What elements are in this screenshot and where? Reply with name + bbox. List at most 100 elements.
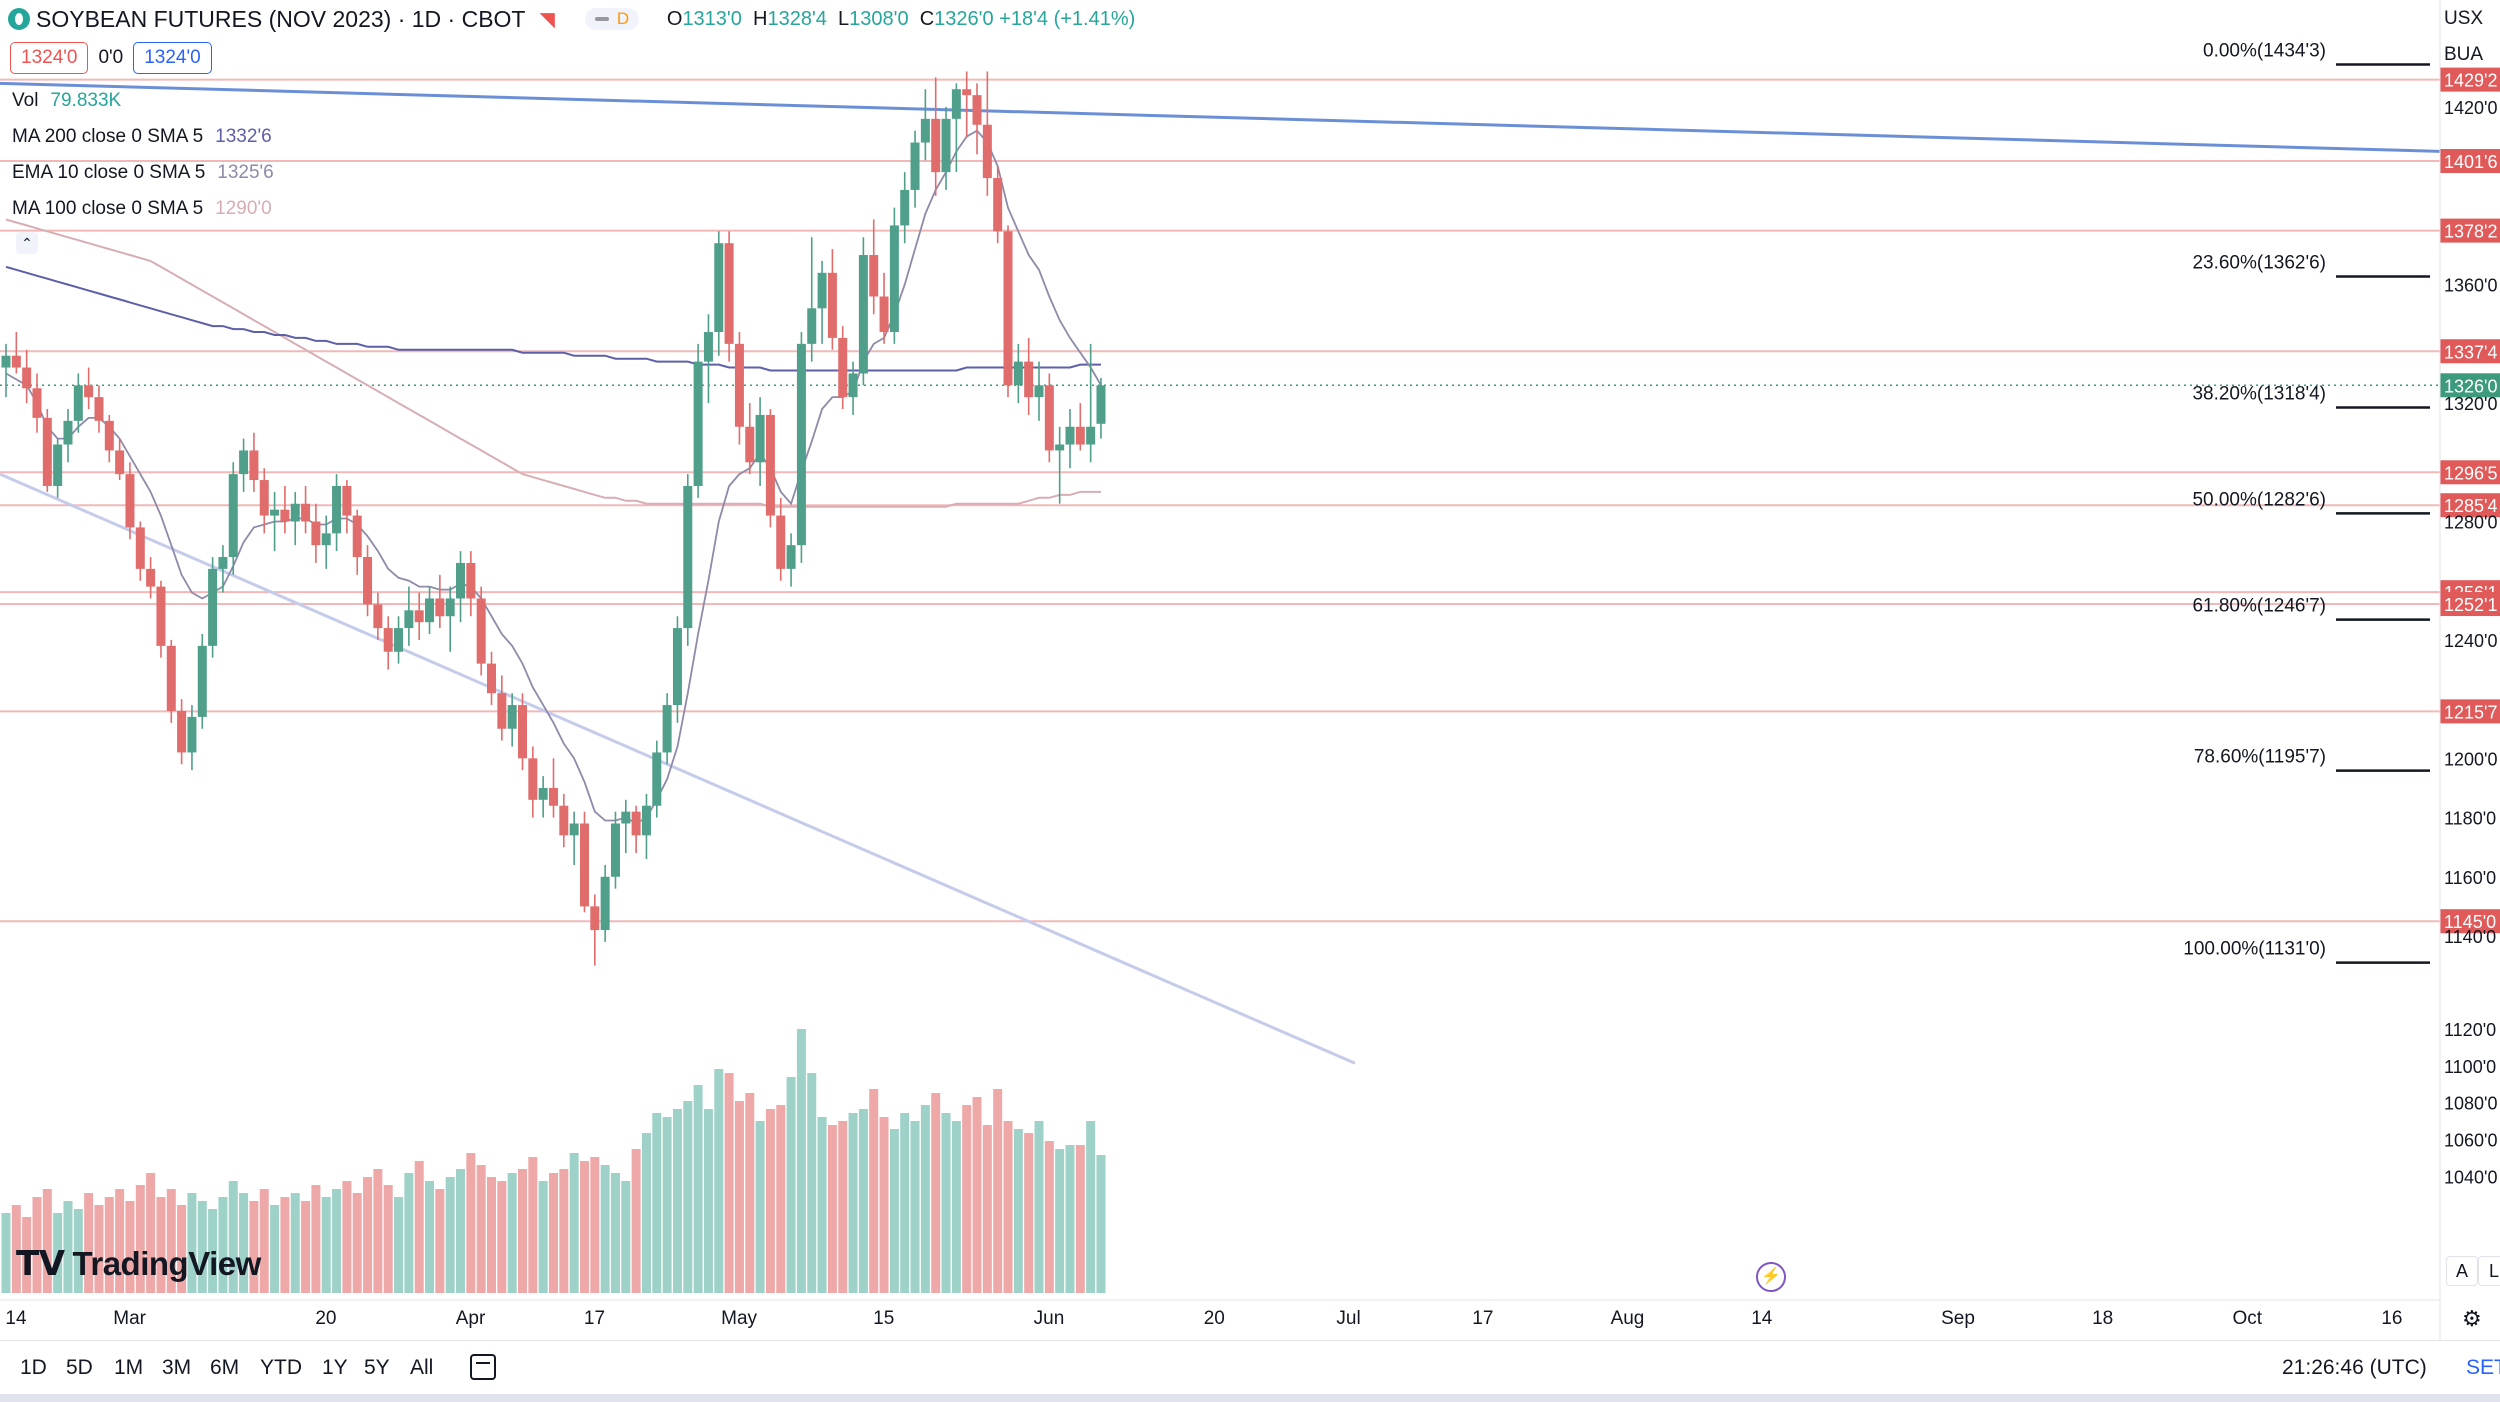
candle-body [559,805,569,836]
candle-body [187,716,197,753]
sell-button[interactable]: 1324'0 [10,42,89,74]
unit-label[interactable]: BUA [2444,44,2484,65]
ma200-line [5,265,1101,372]
settings-link[interactable]: SET [2466,1356,2500,1379]
volume-bar [1096,1155,1106,1293]
price-tick-label: 1140'0 [2444,927,2496,947]
collapse-legend-button[interactable]: ⌃ [16,232,38,254]
range-5d-button[interactable]: 5D [66,1356,93,1379]
volume-bar [239,1193,249,1293]
indicator-ema10[interactable]: EMA 10 close 0 SMA 5 1325'6 [12,162,274,184]
candle-body [156,586,166,646]
range-1y-button[interactable]: 1Y [322,1356,348,1379]
bottom-toolbar [0,1340,2500,1401]
candle-body [641,805,651,836]
price-tick-label: 1320'0 [2444,394,2498,414]
volume-bar [290,1193,300,1293]
candle-body [528,758,538,800]
volume-bar [786,1077,796,1293]
indicator-ma200[interactable]: MA 200 close 0 SMA 5 1332'6 [12,126,272,148]
gear-icon[interactable]: ⚙ [2462,1306,2482,1331]
flag-icon[interactable]: ◥ [539,8,555,31]
time-tick-label: Mar [113,1308,146,1329]
candle-body [962,89,972,96]
range-1m-button[interactable]: 1M [114,1356,144,1379]
candle-body [42,417,52,486]
volume-bar [342,1181,352,1293]
buy-button[interactable]: 1324'0 [133,42,212,74]
clock[interactable]: 21:26:46 (UTC) [2282,1356,2427,1379]
candle-body [889,225,899,333]
candle-body [445,598,455,617]
candle-body [466,562,476,599]
candle-body [776,515,786,569]
volume-bar [962,1105,972,1293]
volume-bar [724,1073,734,1293]
volume-bar [838,1121,848,1293]
range-all-button[interactable]: All [410,1356,434,1379]
time-tick-label: 15 [873,1308,894,1329]
range-ytd-button[interactable]: YTD [260,1356,302,1379]
volume-bar [528,1157,538,1293]
candle-body [631,811,641,836]
volume-bar [1034,1121,1044,1293]
level-price-tag [2440,339,2500,364]
fib-level-label: 61.80%(1246'7) [2192,596,2326,617]
candle-body [755,414,765,463]
tradingview-watermark: 𝗧𝗩 TradingView [16,1244,261,1284]
candle-body [1013,361,1023,386]
level-price-tag [2440,460,2500,485]
candle-body [94,397,104,421]
time-tick-label: 20 [315,1308,336,1329]
candle-body [652,752,662,806]
calendar-icon[interactable] [470,1354,496,1380]
candle-body [848,373,858,398]
candle-body [941,118,951,173]
candle-body [22,367,32,389]
price-tick-label: 1360'0 [2444,276,2498,296]
volume-bar [714,1069,724,1293]
candle-body [1096,385,1106,424]
candle-body [270,509,280,516]
currency-label[interactable]: USX [2444,8,2484,29]
volume-bar [425,1181,435,1293]
auto-scale-button[interactable]: A [2446,1256,2478,1286]
level-price-tag [2440,909,2500,934]
visibility-toggle[interactable]: D [584,8,639,30]
candle-body [796,343,806,546]
range-3m-button[interactable]: 3M [162,1356,192,1379]
indicator-ma100[interactable]: MA 100 close 0 SMA 5 1290'0 [12,198,272,220]
range-1d-button[interactable]: 1D [20,1356,47,1379]
range-5y-button[interactable]: 5Y [364,1356,390,1379]
symbol-title[interactable]: SOYBEAN FUTURES (NOV 2023) · 1D · CBOT [36,5,526,32]
candle-body [104,420,114,451]
current-price-label: 1326'0 [2444,376,2498,396]
volume-bar [311,1185,321,1293]
indicator-label: Vol [12,90,39,111]
candle-body [569,823,579,836]
candle-body [1,355,11,368]
volume-bar [1065,1145,1075,1293]
log-scale-button[interactable]: L [2478,1256,2500,1286]
volume-bar [1013,1129,1023,1293]
volume-bar [177,1205,187,1293]
volume-bar [817,1117,827,1293]
lightning-icon[interactable]: ⚡ [1756,1262,1786,1292]
candle-body [869,255,879,297]
volume-bar [610,1173,620,1293]
range-6m-button[interactable]: 6M [210,1356,240,1379]
volume-bar [11,1205,21,1293]
candle-body [1075,426,1085,445]
volume-bar [1,1213,11,1293]
candle-body [900,189,910,226]
volume-bar [42,1189,52,1293]
volume-bar [559,1169,569,1293]
volume-bar [889,1129,899,1293]
fib-level-label: 23.60%(1362'6) [2192,253,2326,274]
volume-bar [487,1177,497,1293]
volume-bar [807,1073,817,1293]
bottom-strip [0,1394,2500,1402]
indicator-volume[interactable]: Vol 79.833K [12,90,121,112]
candle-body [383,628,393,652]
